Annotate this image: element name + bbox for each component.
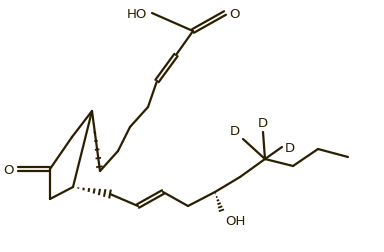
Text: HO: HO <box>127 8 147 20</box>
Text: D: D <box>258 116 268 130</box>
Text: OH: OH <box>225 214 245 227</box>
Text: O: O <box>3 163 14 176</box>
Text: O: O <box>229 8 240 20</box>
Text: D: D <box>285 141 295 154</box>
Text: D: D <box>230 124 240 137</box>
